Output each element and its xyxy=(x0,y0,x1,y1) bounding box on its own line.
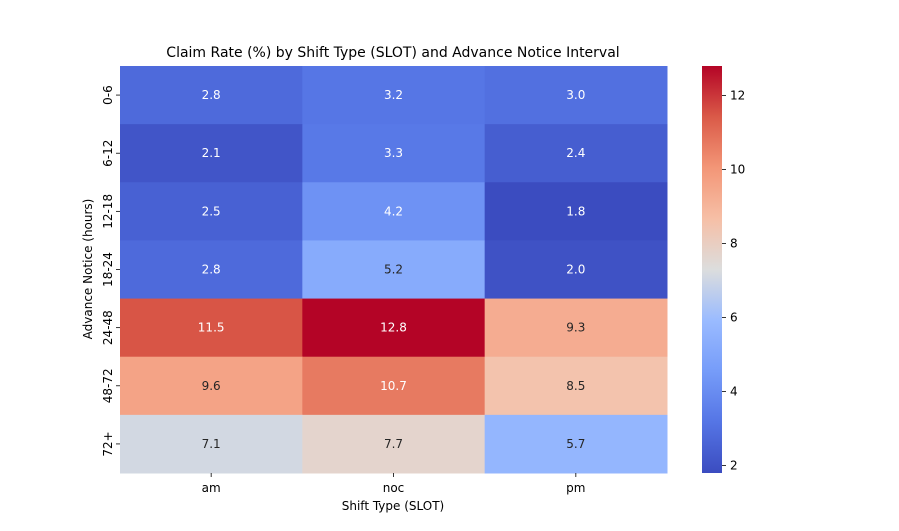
heatmap-cell xyxy=(302,356,486,416)
cell-value-label: 2.5 xyxy=(202,204,221,218)
heatmap-cell xyxy=(484,356,668,416)
colorbar-gradient xyxy=(702,66,722,473)
heatmap-cell xyxy=(484,124,668,183)
cell-value-label: 9.6 xyxy=(202,379,221,393)
y-tick-label: 0-6 xyxy=(101,85,115,105)
colorbar-tick-label: 10 xyxy=(730,163,745,177)
cell-value-label: 11.5 xyxy=(198,321,225,335)
colorbar-tick-label: 4 xyxy=(730,385,738,399)
y-tick-label: 24-48 xyxy=(101,310,115,345)
cell-value-label: 2.8 xyxy=(202,88,221,102)
cell-value-label: 5.2 xyxy=(384,263,403,277)
heatmap-cell xyxy=(302,298,486,358)
colorbar-tick-label: 2 xyxy=(730,459,738,473)
y-axis-label: Advance Notice (hours) xyxy=(81,199,95,340)
cell-value-label: 2.8 xyxy=(202,263,221,277)
heatmap-cell xyxy=(302,124,486,183)
cell-value-label: 3.2 xyxy=(384,88,403,102)
cell-value-label: 7.1 xyxy=(202,437,221,451)
y-tick-label: 48-72 xyxy=(101,368,115,403)
heatmap-cell xyxy=(484,414,668,474)
heatmap-cell xyxy=(302,240,486,300)
heatmap-cell xyxy=(302,66,486,125)
y-tick-label: 72+ xyxy=(101,431,115,456)
heatmap-cell xyxy=(302,414,486,474)
x-axis-label: Shift Type (SLOT) xyxy=(342,499,444,513)
heatmap-cell xyxy=(484,298,668,358)
heatmap-cell xyxy=(484,66,668,125)
colorbar-tick-label: 12 xyxy=(730,89,745,103)
heatmap-cell xyxy=(120,240,303,300)
heatmap-cell xyxy=(484,240,668,300)
heatmap-cell xyxy=(120,356,303,416)
x-tick-label: am xyxy=(202,481,221,495)
x-tick-label: pm xyxy=(566,481,585,495)
heatmap-cell xyxy=(120,298,303,358)
y-tick-label: 18-24 xyxy=(101,252,115,287)
y-axis-ticks: 0-6 6-12 12-18 18-24 24-48 48-72 72+ xyxy=(101,85,120,457)
cell-value-label: 2.1 xyxy=(202,146,221,160)
heatmap-cell xyxy=(484,182,668,241)
heatmap-cell xyxy=(120,66,303,125)
cell-value-label: 7.7 xyxy=(384,437,403,451)
cell-value-label: 5.7 xyxy=(566,437,585,451)
x-axis-ticks: am noc pm xyxy=(202,473,585,495)
y-tick-label: 6-12 xyxy=(101,140,115,167)
cell-value-label: 1.8 xyxy=(566,204,585,218)
cell-value-label: 8.5 xyxy=(566,379,585,393)
heatmap-cell xyxy=(120,414,303,474)
chart-title: Claim Rate (%) by Shift Type (SLOT) and … xyxy=(166,45,619,61)
x-tick-label: noc xyxy=(383,481,405,495)
colorbar: 2 4 6 8 10 12 xyxy=(702,66,745,473)
cell-value-label: 4.2 xyxy=(384,204,403,218)
heatmap-cell xyxy=(120,124,303,183)
cell-value-label: 12.8 xyxy=(380,321,407,335)
y-tick-label: 12-18 xyxy=(101,194,115,229)
cell-value-label: 9.3 xyxy=(566,321,585,335)
colorbar-tick-label: 8 xyxy=(730,237,738,251)
colorbar-tick-label: 6 xyxy=(730,311,738,325)
cell-value-label: 3.0 xyxy=(566,88,585,102)
cell-value-label: 2.0 xyxy=(566,263,585,277)
heatmap-cells: 2.8 3.2 3.0 2.1 3.3 2.4 2.5 4.2 1.8 2.8 5.2 2.0 11.5… xyxy=(120,66,668,474)
heatmap-cell xyxy=(120,182,303,241)
cell-value-label: 2.4 xyxy=(566,146,585,160)
heatmap-cell xyxy=(302,182,486,241)
cell-value-label: 10.7 xyxy=(380,379,407,393)
cell-value-label: 3.3 xyxy=(384,146,403,160)
